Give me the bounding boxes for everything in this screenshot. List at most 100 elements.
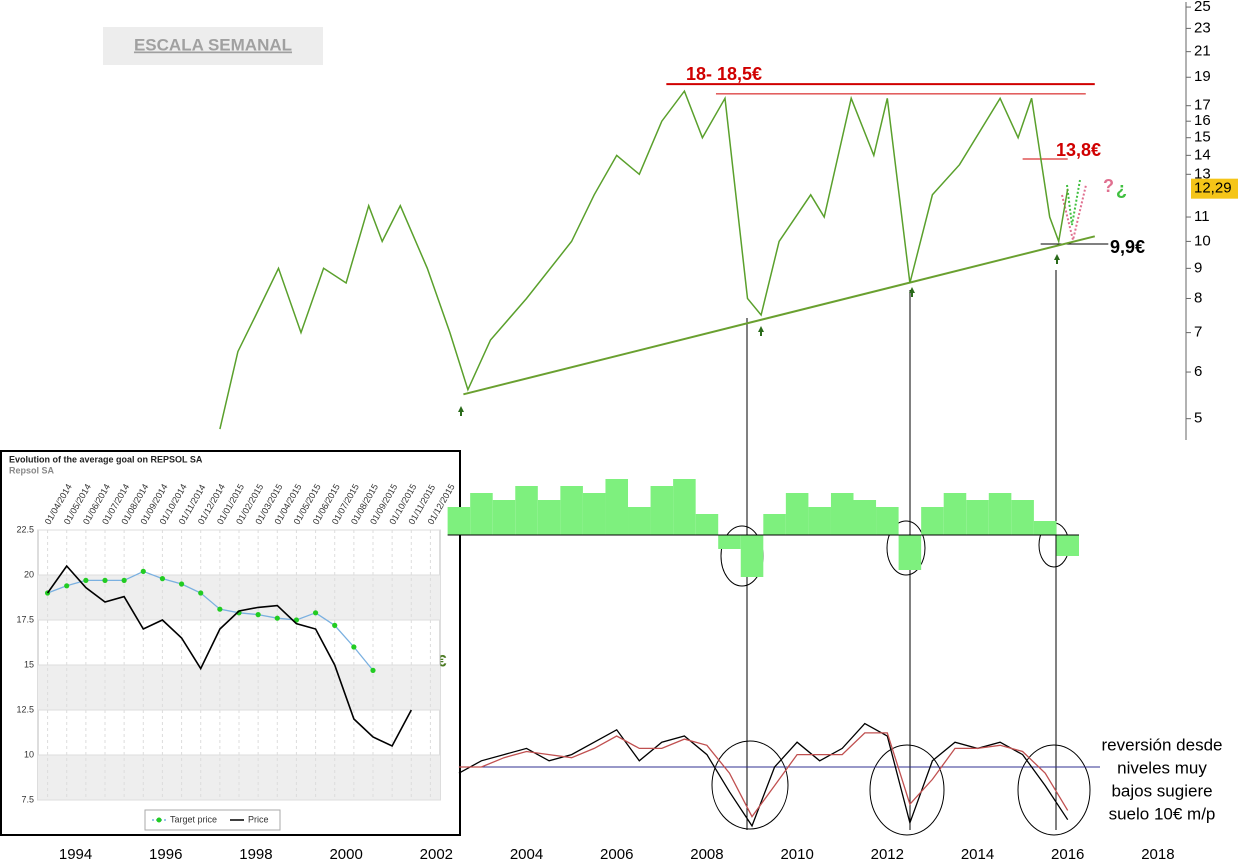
oscillator-line: [458, 722, 1069, 828]
y-tick-label: 8: [1194, 289, 1202, 306]
circle: [886, 520, 926, 576]
histogram-bar: [966, 500, 989, 535]
inset-subtitle: Repsol SA: [9, 465, 55, 475]
projection: [1061, 184, 1087, 241]
y-tick-label: 10: [1194, 232, 1211, 249]
y-tick-label: 16: [1194, 112, 1211, 129]
histogram-bar: [1011, 500, 1034, 535]
y-tick-label: 14: [1194, 146, 1211, 163]
y-tick-label: 19: [1194, 68, 1211, 85]
point: [159, 576, 166, 582]
y-tick-label: 11: [1194, 208, 1210, 225]
y-tick-label: 22.5: [16, 524, 34, 534]
histogram-bar: [808, 507, 831, 535]
histogram-bar: [470, 493, 493, 535]
note-line: suelo 10€ m/p: [1109, 804, 1216, 823]
histogram-bar: [582, 493, 606, 535]
y-tick-label: 5: [1194, 410, 1202, 427]
histogram-bar: [605, 479, 629, 535]
histogram-bar: [560, 486, 583, 535]
price-tag-label: 12,29: [1194, 180, 1232, 197]
inset-title: Evolution of the average goal on REPSOL …: [9, 454, 203, 464]
price-line: [219, 89, 1069, 430]
point: [332, 622, 338, 629]
series-line: [47, 570, 374, 671]
note-line: reversión desde: [1102, 735, 1223, 754]
x-tick-label: 2008: [690, 846, 723, 863]
circle: [869, 744, 945, 836]
y-tick-label: 17: [1194, 97, 1211, 114]
histogram-bar: [1056, 535, 1079, 556]
point: [198, 590, 204, 596]
legend: [144, 809, 281, 831]
x-tick-label: 1998: [239, 846, 272, 863]
point: [217, 606, 223, 612]
x-tick-label: 2010: [780, 846, 813, 863]
histogram-bar: [537, 500, 561, 535]
point: [370, 667, 376, 674]
y-tick-label: 17.5: [16, 614, 34, 624]
x-tick-label: 2012: [871, 846, 904, 863]
y-tick-label: 25: [1194, 0, 1211, 15]
circle: [711, 740, 789, 830]
x-tick-label: 2016: [1051, 846, 1084, 863]
projection: [1066, 179, 1081, 226]
trend-line: [463, 235, 1096, 396]
point: [293, 617, 300, 623]
arrows: [458, 254, 1060, 416]
point: [178, 581, 185, 587]
point: [102, 577, 108, 584]
point: [83, 577, 89, 584]
support-label: 9,9€: [1110, 237, 1145, 257]
y-tick-label: 7: [1194, 324, 1202, 341]
histogram-bar: [447, 507, 471, 535]
y-tick-label: 15: [1194, 129, 1211, 146]
histogram-bar: [876, 507, 899, 535]
histogram-bar: [943, 493, 967, 535]
histogram-bar: [695, 514, 719, 535]
legend-label: Target price: [170, 814, 217, 824]
point: [121, 577, 127, 584]
histogram-bar: [492, 500, 516, 535]
histogram-bar: [515, 486, 538, 535]
y-tick-label: 12.5: [16, 704, 34, 714]
histogram-bar: [740, 535, 764, 577]
histogram-bar: [763, 514, 786, 535]
x-tick-label: 2000: [329, 846, 362, 863]
x-tick-label: 2006: [600, 846, 633, 863]
y-tick-label: 21: [1194, 43, 1211, 60]
x-tick-label: 2014: [961, 846, 994, 863]
price-tag: [1191, 178, 1238, 199]
point: [64, 583, 70, 589]
note-line: bajos sugiere: [1111, 781, 1212, 800]
histogram-bar: [830, 493, 854, 535]
histogram-bar: [1033, 521, 1057, 535]
y-tick-label: 13: [1194, 165, 1211, 182]
histogram-bar: [853, 500, 877, 535]
x-tick-label: 2002: [420, 846, 453, 863]
arrow: [458, 406, 464, 416]
y-tick-label: 10: [24, 749, 34, 759]
resistance-label: 18- 18,5€: [686, 64, 762, 84]
question-mark: ?: [1103, 176, 1114, 196]
histogram-bar: [628, 507, 651, 535]
histogram-bar: [650, 486, 674, 535]
arrow: [758, 326, 764, 336]
y-tick-label: 23: [1194, 19, 1211, 36]
question-mark: ¿: [1116, 179, 1127, 199]
y-tick-label: 9: [1194, 259, 1202, 276]
histogram-bar: [673, 479, 696, 535]
point: [274, 615, 280, 621]
y-tick-label: 15: [24, 659, 34, 669]
x-tick-label: 2004: [510, 846, 543, 863]
note-line: niveles muy: [1117, 758, 1207, 777]
histogram-bar: [921, 507, 944, 535]
arrow: [909, 287, 915, 297]
oscillator-line: [458, 732, 1069, 818]
label-box: [103, 27, 323, 65]
series-line: [46, 564, 413, 748]
legend-label: Price: [248, 814, 269, 824]
arrow: [1054, 254, 1060, 264]
y-tick-label: 6: [1194, 363, 1202, 380]
